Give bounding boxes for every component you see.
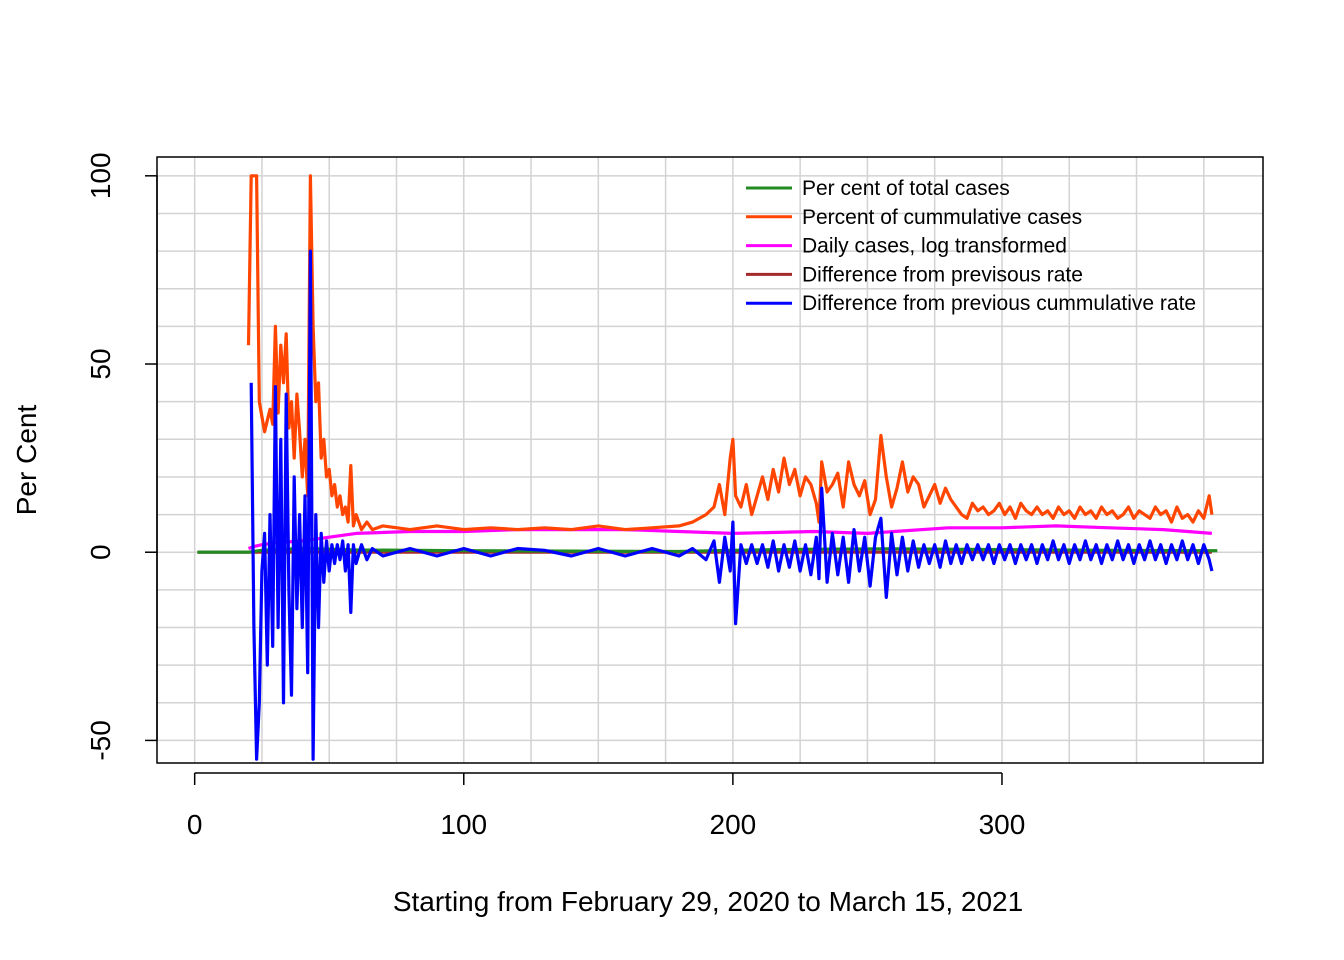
y-tick-label: 50 <box>85 348 116 379</box>
grid-layer <box>157 157 1263 763</box>
x-axis-title: Starting from February 29, 2020 to March… <box>393 886 1023 917</box>
x-tick-label: 300 <box>979 809 1026 840</box>
series-line-percent-of-cummulative-cases <box>246 174 1214 532</box>
legend-label-daily-cases-log-transformed: Daily cases, log transformed <box>802 235 1067 258</box>
x-tick-label: 0 <box>187 809 203 840</box>
series-layer <box>197 174 1218 761</box>
x-tick-label: 200 <box>710 809 757 840</box>
legend-label-per-cent-of-total-cases: Per cent of total cases <box>802 177 1010 200</box>
y-tick-label: 100 <box>85 152 116 199</box>
series-line-difference-from-previous-cummulative-rate <box>249 249 1214 761</box>
legend-label-percent-of-cummulative-cases: Percent of cummulative cases <box>802 206 1082 229</box>
y-axis-title: Per Cent <box>11 405 42 516</box>
legend-label-difference-from-previsous-rate: Difference from previsous rate <box>802 263 1083 286</box>
legend: Per cent of total cases Percent of cummul… <box>746 177 1196 315</box>
y-tick-label: 0 <box>85 544 116 560</box>
plot-frame <box>156 156 1264 764</box>
axis-layer: 0 100 200 300 -50 0 50 100 <box>85 152 1025 840</box>
x-tick-label: 100 <box>440 809 487 840</box>
y-tick-label: -50 <box>85 720 116 760</box>
legend-label-difference-from-previous-cummulative-rate: Difference from previous cummulative rat… <box>802 292 1196 315</box>
